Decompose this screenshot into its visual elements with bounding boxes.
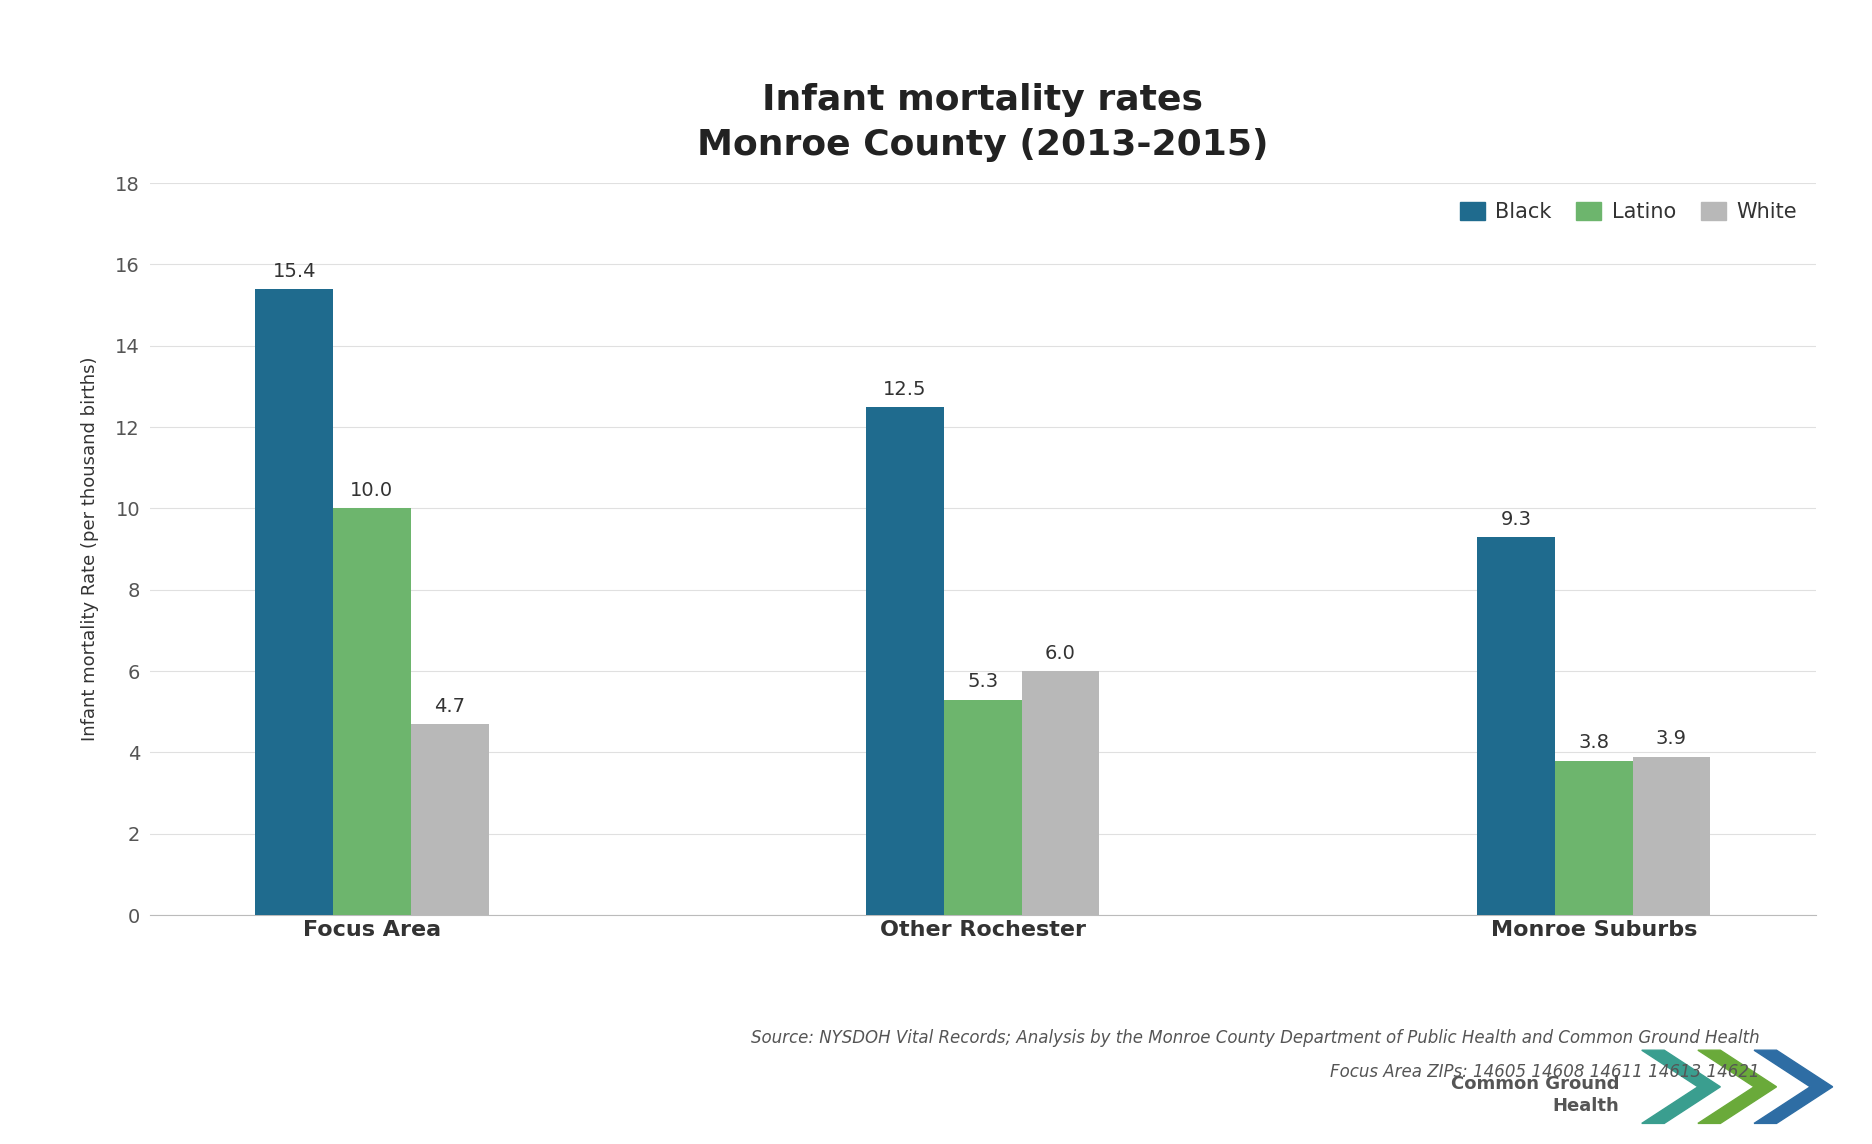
Text: 4.7: 4.7	[434, 697, 464, 716]
Text: 3.9: 3.9	[1657, 730, 1687, 748]
Bar	[1477, 537, 1556, 915]
Bar	[410, 724, 489, 915]
Bar	[1632, 756, 1711, 915]
Text: Source: NYSDOH Vital Records; Analysis by the Monroe County Department of Public: Source: NYSDOH Vital Records; Analysis b…	[751, 1028, 1760, 1047]
Legend: Black, Latino, White: Black, Latino, White	[1451, 193, 1805, 231]
Polygon shape	[1754, 1050, 1833, 1123]
Text: Common Ground
Health: Common Ground Health	[1451, 1075, 1619, 1115]
Text: 9.3: 9.3	[1501, 510, 1531, 529]
Text: Focus Area ZIPs: 14605 14608 14611 14613 14621: Focus Area ZIPs: 14605 14608 14611 14613…	[1329, 1063, 1760, 1081]
Text: 10.0: 10.0	[350, 482, 393, 500]
Text: 5.3: 5.3	[968, 673, 998, 691]
Bar	[1556, 761, 1632, 915]
Polygon shape	[1698, 1050, 1777, 1123]
Title: Infant mortality rates
Monroe County (2013-2015): Infant mortality rates Monroe County (20…	[696, 84, 1269, 162]
Y-axis label: Infant mortality Rate (per thousand births): Infant mortality Rate (per thousand birt…	[80, 357, 99, 741]
Bar	[255, 288, 333, 915]
Bar	[943, 700, 1022, 915]
Bar	[1022, 672, 1099, 915]
Text: 12.5: 12.5	[884, 380, 927, 398]
Bar	[333, 508, 410, 915]
Text: 15.4: 15.4	[273, 262, 316, 280]
Bar	[867, 407, 943, 915]
Text: 3.8: 3.8	[1578, 733, 1610, 753]
Polygon shape	[1642, 1050, 1720, 1123]
Text: 6.0: 6.0	[1045, 644, 1076, 664]
